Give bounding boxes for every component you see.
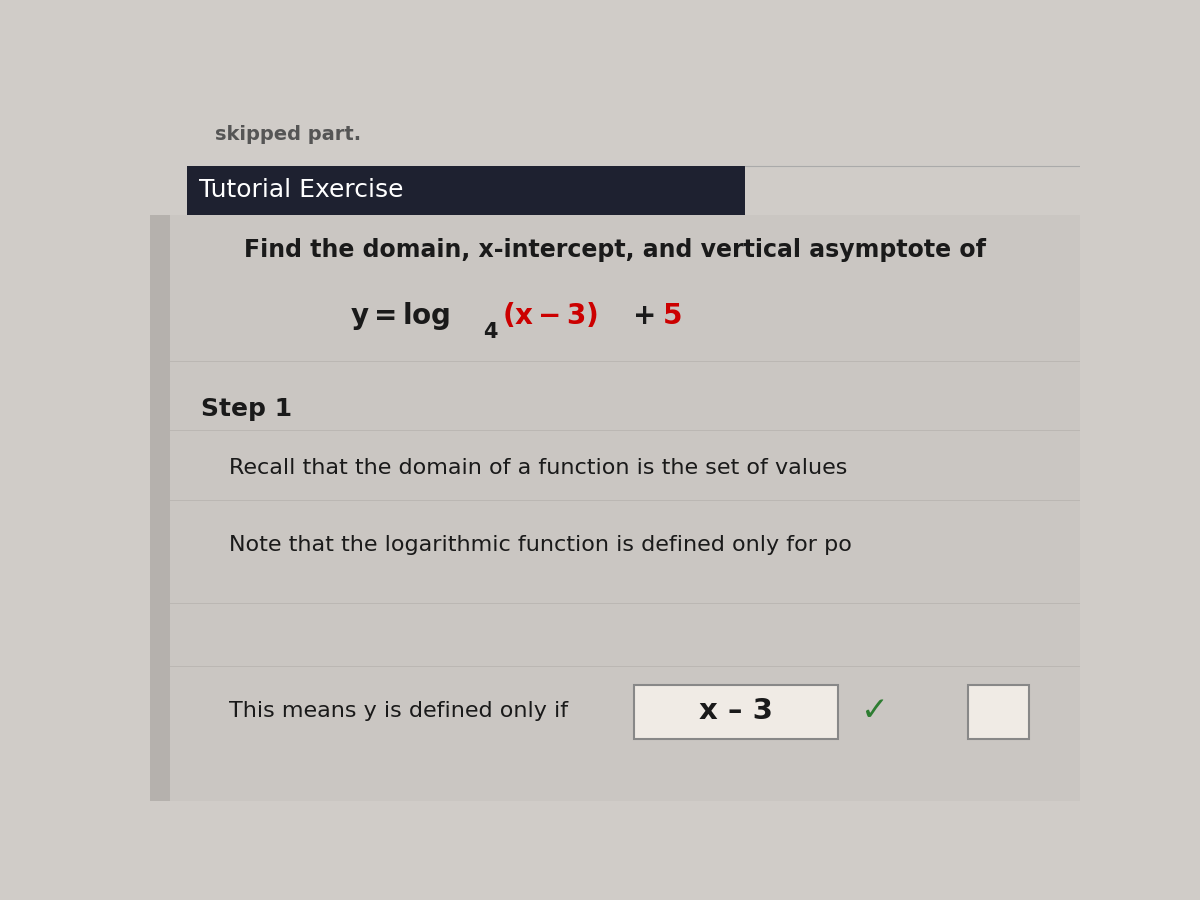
FancyBboxPatch shape bbox=[634, 685, 839, 739]
Text: Note that the logarithmic function is defined only for po: Note that the logarithmic function is de… bbox=[229, 535, 852, 554]
Text: $\mathbf{y = log}$: $\mathbf{y = log}$ bbox=[350, 300, 450, 332]
Text: skipped part.: skipped part. bbox=[215, 125, 361, 144]
Text: $\mathbf{(x - 3)}$: $\mathbf{(x - 3)}$ bbox=[502, 302, 598, 330]
Text: Recall that the domain of a function is the set of values: Recall that the domain of a function is … bbox=[229, 458, 847, 479]
FancyBboxPatch shape bbox=[150, 215, 170, 801]
FancyBboxPatch shape bbox=[968, 685, 1028, 739]
Text: $\mathbf{+}$: $\mathbf{+}$ bbox=[631, 302, 654, 330]
FancyBboxPatch shape bbox=[187, 166, 745, 215]
Text: This means y is defined only if: This means y is defined only if bbox=[229, 701, 575, 721]
Text: ✓: ✓ bbox=[862, 695, 889, 727]
Text: Step 1: Step 1 bbox=[202, 398, 293, 421]
Text: x – 3: x – 3 bbox=[698, 697, 773, 724]
Text: $\mathbf{5}$: $\mathbf{5}$ bbox=[661, 302, 682, 330]
Text: Tutorial Exercise: Tutorial Exercise bbox=[199, 178, 403, 202]
FancyBboxPatch shape bbox=[150, 215, 1080, 801]
Text: $\mathbf{4}$: $\mathbf{4}$ bbox=[482, 322, 498, 342]
Text: Find the domain, x-intercept, and vertical asymptote of: Find the domain, x-intercept, and vertic… bbox=[244, 238, 986, 262]
